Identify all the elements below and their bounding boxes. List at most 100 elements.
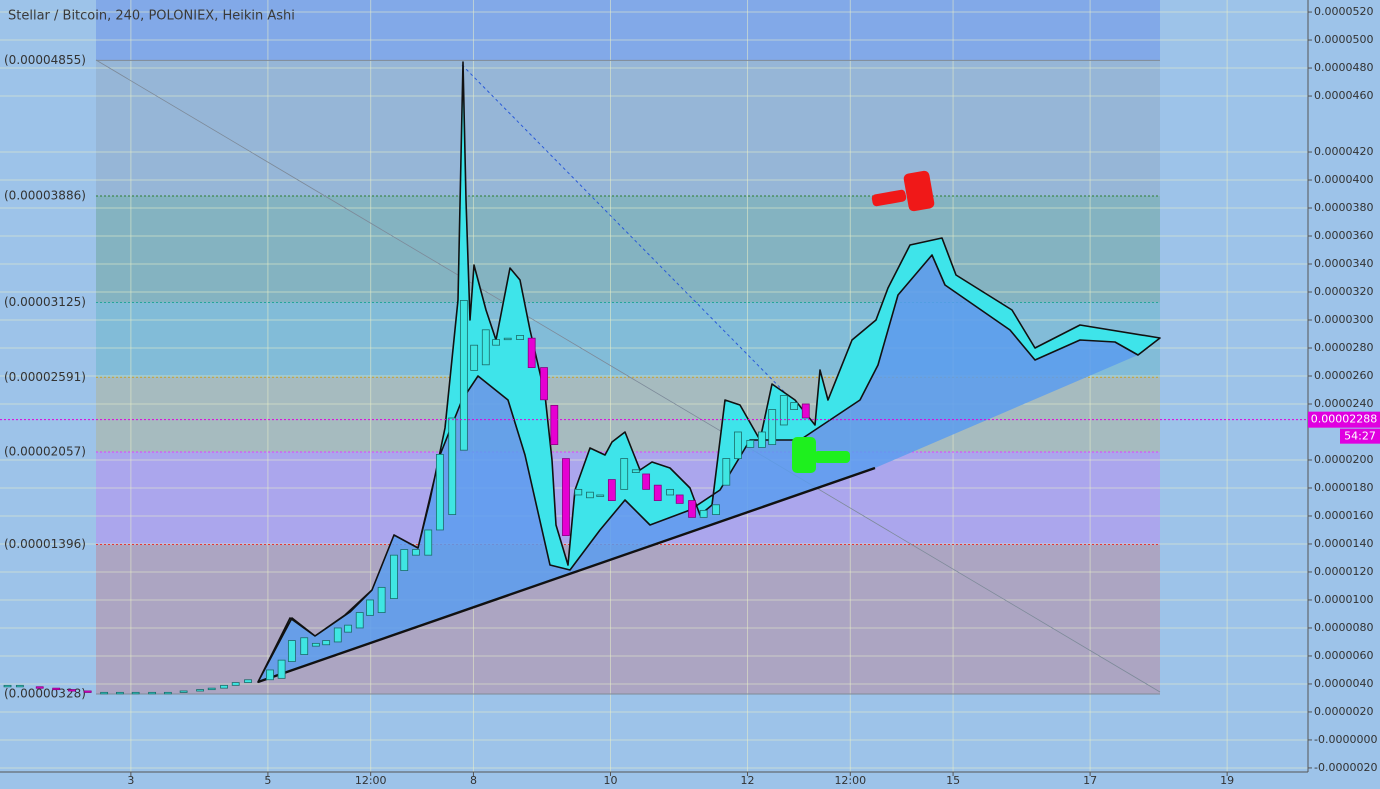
price-axis-bg bbox=[1308, 0, 1380, 789]
candle-body bbox=[631, 469, 640, 473]
candle-body bbox=[746, 439, 755, 448]
y-tick-label: -0.0000020 bbox=[1314, 761, 1377, 774]
drawings bbox=[95, 59, 1161, 693]
fib-level-label: (0.00003125) bbox=[4, 295, 86, 309]
candle-body bbox=[470, 344, 479, 371]
candle-body bbox=[131, 691, 140, 695]
y-tick-label: 0.0000340 bbox=[1314, 257, 1374, 270]
y-tick-label: 0.0000200 bbox=[1314, 453, 1374, 466]
candles bbox=[0, 300, 1308, 695]
candle-body bbox=[148, 691, 157, 695]
candle-body bbox=[574, 488, 583, 496]
candle-body bbox=[266, 669, 274, 681]
candle-body bbox=[642, 473, 651, 490]
candle-body bbox=[779, 395, 788, 426]
support-line bbox=[257, 466, 876, 684]
candle-body bbox=[801, 403, 810, 419]
candle-body bbox=[68, 689, 76, 692]
red-icon bbox=[871, 170, 935, 212]
x-tick-label: 10 bbox=[603, 774, 617, 787]
candle-body bbox=[653, 484, 662, 501]
candle-body bbox=[400, 549, 409, 571]
last-price-label: 0.00002288 bbox=[1311, 413, 1377, 426]
candle-body bbox=[220, 684, 228, 689]
candle-body bbox=[540, 367, 548, 401]
y-tick-label: 0.0000480 bbox=[1314, 61, 1374, 74]
fib-level-label: (0.00000328) bbox=[4, 687, 86, 701]
candle-body bbox=[100, 691, 109, 695]
candle-body bbox=[322, 640, 331, 646]
candle-body bbox=[231, 682, 240, 686]
candle-body bbox=[712, 504, 720, 515]
fib-band bbox=[96, 195, 1160, 303]
candle-body bbox=[790, 402, 799, 410]
icon-part bbox=[792, 437, 816, 473]
x-tick-label: 5 bbox=[264, 774, 271, 787]
y-tick-label: 0.0000520 bbox=[1314, 5, 1374, 18]
x-tick-label: 3 bbox=[127, 774, 134, 787]
candle-body bbox=[311, 642, 320, 647]
y-tick-label: 0.0000100 bbox=[1314, 593, 1374, 606]
candle-body bbox=[492, 339, 500, 346]
candle-body bbox=[300, 637, 309, 655]
candle-body bbox=[688, 500, 696, 518]
candle-body bbox=[207, 687, 216, 691]
candle-body bbox=[244, 679, 252, 683]
candle-body bbox=[503, 337, 512, 341]
y-tick-label: 0.0000400 bbox=[1314, 173, 1374, 186]
candle-body bbox=[699, 509, 708, 518]
candle-body bbox=[666, 488, 675, 496]
candle-body bbox=[562, 458, 570, 536]
y-tick-label: 0.0000360 bbox=[1314, 229, 1374, 242]
y-tick-label: 0.0000020 bbox=[1314, 705, 1374, 718]
fib-level-label: (0.00003886) bbox=[4, 188, 86, 202]
candle-body bbox=[333, 627, 342, 643]
countdown-label: 54:27 bbox=[1344, 430, 1376, 443]
last-price-badge bbox=[1308, 411, 1380, 428]
fib-level-label: (0.00002591) bbox=[4, 370, 86, 384]
candle-body bbox=[83, 690, 92, 693]
candle-body bbox=[390, 554, 398, 599]
candle-body bbox=[377, 586, 386, 613]
x-tick-label: 8 bbox=[470, 774, 477, 787]
candle-body bbox=[3, 684, 12, 688]
candle-body bbox=[196, 689, 204, 692]
icon-part bbox=[903, 170, 935, 212]
dashed-line bbox=[461, 64, 813, 421]
candle-body bbox=[596, 494, 605, 497]
y-tick-label: 0.0000080 bbox=[1314, 621, 1374, 634]
candle-body bbox=[35, 686, 44, 689]
projection-fill bbox=[258, 255, 1138, 682]
trend-line bbox=[95, 59, 1161, 693]
x-tick-label: 17 bbox=[1083, 774, 1097, 787]
y-tick-label: 0.0000460 bbox=[1314, 89, 1374, 102]
candle-body bbox=[675, 494, 684, 504]
icon-part bbox=[814, 451, 850, 463]
fib-band-top bbox=[96, 0, 1160, 61]
y-tick-label: 0.0000420 bbox=[1314, 145, 1374, 158]
candle-body bbox=[516, 334, 524, 340]
y-tick-label: 0.0000500 bbox=[1314, 33, 1374, 46]
candle-body bbox=[734, 431, 742, 459]
fib-level-label: (0.00002057) bbox=[4, 445, 86, 459]
candle-body bbox=[355, 612, 364, 629]
y-tick-label: 0.0000280 bbox=[1314, 341, 1374, 354]
projection-band bbox=[257, 61, 1161, 683]
candle-body bbox=[459, 300, 468, 451]
y-tick-label: 0.0000060 bbox=[1314, 649, 1374, 662]
candle-body bbox=[435, 453, 444, 531]
candle-body bbox=[15, 684, 24, 688]
y-tick-label: 0.0000160 bbox=[1314, 509, 1374, 522]
y-tick-label: 0.0000320 bbox=[1314, 285, 1374, 298]
candle-body bbox=[607, 479, 616, 501]
x-tick-label: 15 bbox=[946, 774, 960, 787]
candle-body bbox=[481, 329, 490, 366]
y-tick-label: 0.0000240 bbox=[1314, 397, 1374, 410]
fib-level-label: (0.00004855) bbox=[4, 53, 86, 67]
candle-body bbox=[412, 549, 420, 556]
x-tick-label: 12:00 bbox=[355, 774, 387, 787]
candle-body bbox=[116, 691, 124, 695]
